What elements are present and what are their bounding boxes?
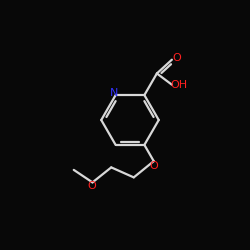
Text: O: O	[150, 161, 158, 171]
Text: O: O	[87, 182, 96, 192]
Text: O: O	[172, 53, 181, 63]
Text: OH: OH	[170, 80, 187, 90]
Text: N: N	[110, 88, 118, 98]
